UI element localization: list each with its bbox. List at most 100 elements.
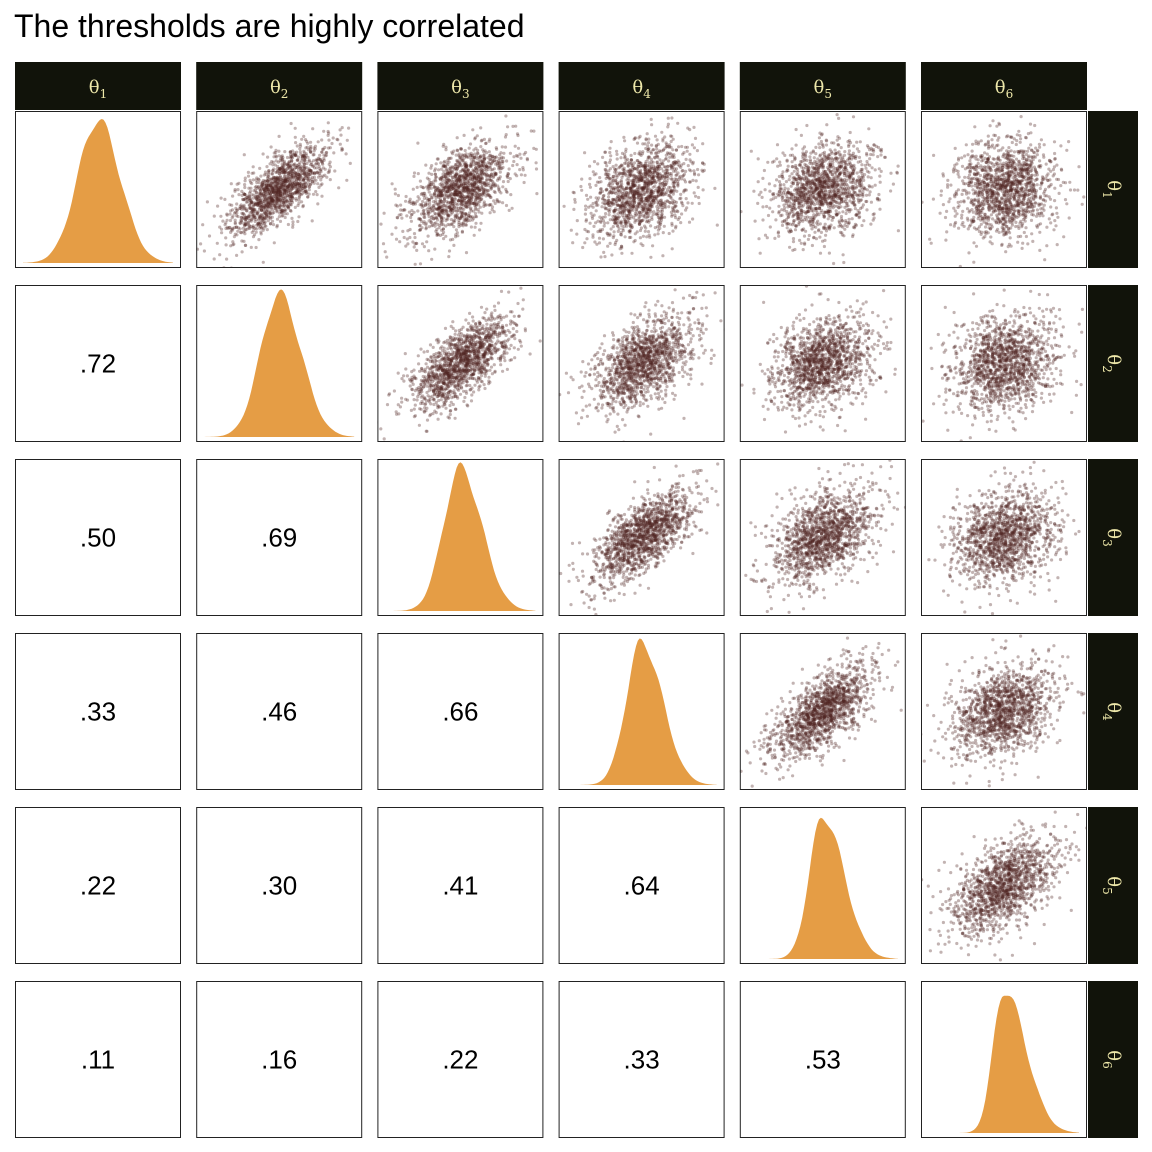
scatter-point <box>653 155 657 159</box>
scatter-point <box>848 174 852 178</box>
scatter-point <box>776 230 781 234</box>
scatter-point <box>446 177 450 181</box>
scatter-point <box>299 152 303 156</box>
scatter-point <box>468 154 473 158</box>
scatter-point <box>620 244 624 248</box>
scatter-point <box>456 190 460 194</box>
scatter-point <box>691 178 695 182</box>
scatter-point <box>462 200 466 204</box>
scatter-point <box>611 217 615 222</box>
scatter-point <box>608 184 612 188</box>
scatter-point <box>290 171 295 176</box>
scatter-point <box>682 190 686 194</box>
scatter-point <box>320 182 324 186</box>
scatter-point <box>505 159 509 163</box>
scatter-point <box>623 204 627 208</box>
scatter-point <box>261 205 265 210</box>
scatter-point <box>607 198 611 203</box>
scatter-point <box>464 201 468 205</box>
scatter-point <box>280 183 284 187</box>
scatter-point <box>638 161 643 165</box>
scatter-point <box>306 155 310 159</box>
scatter-point <box>248 218 252 223</box>
scatter-point <box>659 193 663 197</box>
scatter-point <box>285 162 289 166</box>
scatter-point <box>620 175 624 179</box>
scatter-point <box>451 170 455 174</box>
scatter-point <box>896 164 900 168</box>
scatter-point <box>462 186 466 190</box>
scatter-point <box>623 156 627 160</box>
scatter-point <box>786 164 790 168</box>
scatter-point <box>446 190 450 194</box>
scatter-point <box>465 164 469 169</box>
scatter-point <box>413 202 418 206</box>
scatter-point <box>627 221 631 225</box>
scatter-point <box>450 186 455 190</box>
scatter-point <box>611 202 616 206</box>
scatter-point <box>807 190 811 194</box>
scatter-point <box>817 207 822 211</box>
scatter-point <box>660 207 664 211</box>
scatter-point <box>438 223 442 227</box>
scatter-point <box>340 146 344 150</box>
scatter-point <box>775 143 780 147</box>
scatter-point <box>248 198 252 202</box>
scatter-point <box>372 139 375 142</box>
scatter-point <box>624 222 628 226</box>
scatter-point <box>282 203 286 207</box>
scatter-point <box>464 213 468 217</box>
scatter-point <box>624 205 628 209</box>
scatter-point <box>803 186 807 190</box>
scatter-point <box>266 192 270 196</box>
scatter-point <box>426 234 430 238</box>
scatter-point <box>328 178 332 182</box>
scatter-point <box>479 192 483 196</box>
scatter-point <box>278 186 282 190</box>
scatter-point <box>252 171 256 175</box>
scatter-point <box>609 201 613 205</box>
scatter-point <box>296 158 300 162</box>
scatter-point <box>649 200 654 204</box>
scatter-point <box>316 182 320 186</box>
scatter-point <box>287 183 291 187</box>
scatter-point <box>460 214 464 219</box>
scatter-point <box>285 185 290 189</box>
scatter-point <box>651 176 655 181</box>
scatter-point <box>634 175 638 179</box>
scatter-point <box>630 173 634 177</box>
scatter-point <box>260 204 264 209</box>
scatter-point <box>472 157 476 161</box>
scatter-point <box>464 171 468 176</box>
scatter-point <box>296 203 300 208</box>
scatter-point <box>276 191 280 195</box>
scatter-point <box>631 189 635 193</box>
scatter-point <box>289 192 293 196</box>
scatter-point <box>304 153 308 157</box>
scatter-point <box>250 212 254 217</box>
scatter-point <box>436 222 440 226</box>
scatter-point <box>613 217 617 222</box>
scatter-point <box>290 192 294 196</box>
scatter-point <box>289 168 293 172</box>
scatter-point <box>307 158 311 162</box>
scatter-point <box>649 182 653 186</box>
scatter-point <box>253 203 257 207</box>
scatter-point <box>665 188 669 192</box>
scatter-point <box>270 197 274 201</box>
scatter-point <box>283 170 287 175</box>
scatter-point <box>840 178 844 182</box>
scatter-point <box>841 210 845 214</box>
scatter-point <box>289 183 293 187</box>
scatter-point <box>466 181 470 185</box>
scatter-point <box>298 144 303 148</box>
scatter-point <box>473 181 477 186</box>
scatter-point <box>428 180 432 184</box>
scatter-point <box>268 203 273 207</box>
scatter-point <box>625 190 629 194</box>
scatter-point <box>243 192 247 196</box>
scatter-point <box>644 198 648 203</box>
scatter-point <box>286 184 290 188</box>
scatter-point <box>273 183 277 188</box>
scatter-point <box>455 215 460 219</box>
